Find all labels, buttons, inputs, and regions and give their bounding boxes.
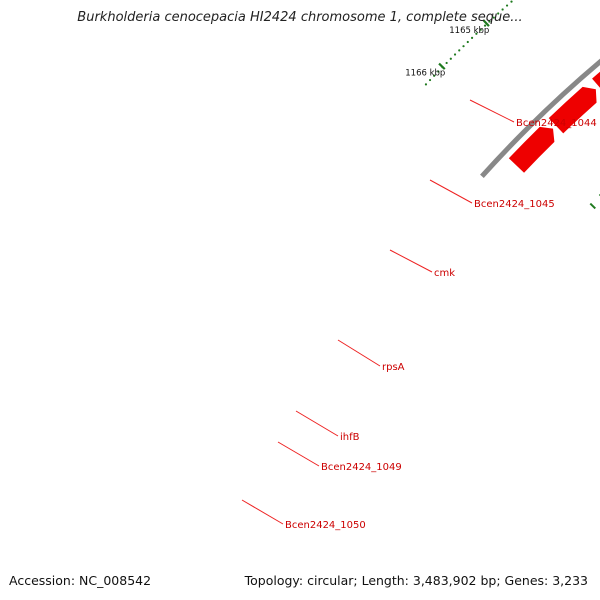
forward-cds <box>548 86 597 134</box>
scale-dot <box>510 0 513 3</box>
scale-dot <box>501 8 504 11</box>
scale-dot <box>437 70 440 73</box>
label-leader-line <box>389 249 433 273</box>
label-leader-line <box>469 99 515 123</box>
scale-dot <box>433 74 436 77</box>
accession-text: Accession: NC_008542 <box>6 572 155 589</box>
scale-dot <box>488 20 491 23</box>
scale-dot <box>445 61 448 65</box>
gene-label-Bcen2424_1045: Bcen2424_1045 <box>474 199 555 210</box>
kbp-tick <box>438 62 446 70</box>
scale-dot <box>453 53 457 56</box>
scale-dot <box>470 36 474 39</box>
scale-dot <box>505 4 509 7</box>
scale-dot <box>424 83 428 86</box>
kbp-tick-label: 1165 kbp <box>449 26 489 36</box>
scale-dot <box>458 49 461 52</box>
forward-cds <box>592 71 600 88</box>
genome-summary-text: Topology: circular; Length: 3,483,902 bp… <box>242 572 590 589</box>
gene-label-rpsA: rpsA <box>382 362 405 373</box>
gene-label-ihfB: ihfB <box>340 432 360 443</box>
scale-dot <box>462 45 465 48</box>
map-title: Burkholderia cenocepacia HI2424 chromoso… <box>77 10 523 25</box>
scale-dot <box>483 24 487 27</box>
gene-label-Bcen2424_1049: Bcen2424_1049 <box>321 462 402 473</box>
backbone-ring-segment <box>480 58 600 179</box>
forward-strand-genes <box>508 71 600 173</box>
label-leader-line <box>277 441 320 467</box>
scale-dot <box>475 32 478 35</box>
kbp-tick <box>482 19 490 27</box>
minor-tick <box>589 202 596 210</box>
scale-dot <box>466 40 469 44</box>
scale-dot <box>497 12 500 15</box>
scale-dot <box>428 78 432 82</box>
scale-dot <box>479 28 482 31</box>
label-leader-line <box>241 499 284 525</box>
label-leader-line <box>295 410 339 437</box>
label-leader-line <box>429 179 473 204</box>
forward-cds <box>508 126 555 173</box>
label-leader-line <box>337 339 381 367</box>
gene-label-cmk: cmk <box>434 268 455 279</box>
gene-label-Bcen2424_1044: Bcen2424_1044 <box>516 118 597 129</box>
scale-dot <box>492 16 495 19</box>
scale-dot <box>449 57 452 60</box>
kbp-tick-label: 1166 kbp <box>405 69 445 79</box>
gene-label-Bcen2424_1050: Bcen2424_1050 <box>285 520 366 531</box>
position-ticks: 1159 kbp1160 kbp1161 kbp1162 kbp1163 kbp… <box>405 0 600 210</box>
backbone-ring <box>480 58 600 179</box>
